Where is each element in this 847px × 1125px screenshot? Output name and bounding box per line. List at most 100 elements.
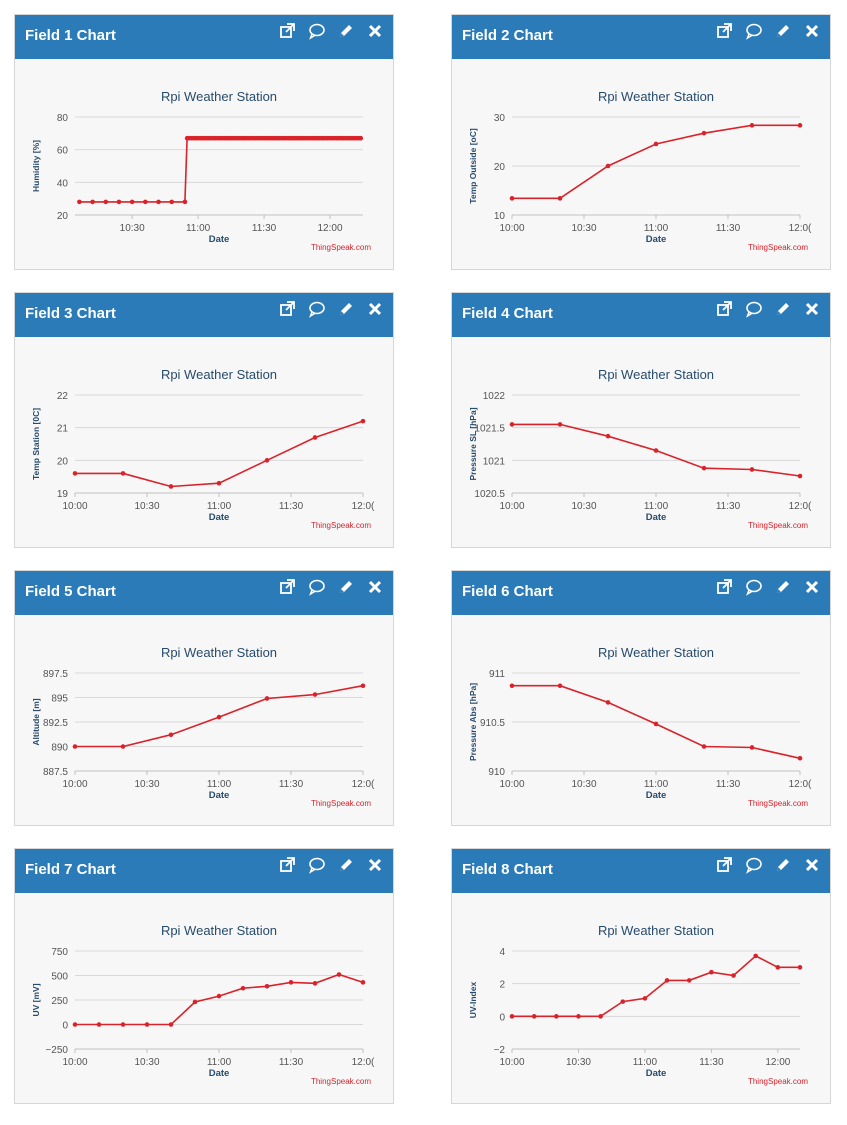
data-point[interactable] [554, 1014, 559, 1019]
data-point[interactable] [360, 418, 366, 424]
data-point[interactable] [129, 199, 135, 205]
edit-pencil-icon[interactable] [336, 299, 356, 319]
comment-icon[interactable] [744, 855, 764, 875]
close-icon[interactable] [365, 855, 385, 875]
data-point[interactable] [509, 196, 515, 201]
close-icon[interactable] [802, 299, 822, 319]
data-point[interactable] [216, 480, 222, 486]
data-point[interactable] [749, 123, 755, 128]
edit-pencil-icon[interactable] [773, 21, 793, 41]
external-link-icon[interactable] [715, 299, 735, 319]
data-point[interactable] [620, 999, 626, 1004]
external-link-icon[interactable] [278, 855, 298, 875]
external-link-icon[interactable] [715, 577, 735, 597]
data-point[interactable] [169, 199, 175, 205]
data-point[interactable] [77, 199, 82, 205]
data-point[interactable] [509, 683, 515, 689]
data-point[interactable] [360, 683, 366, 689]
external-link-icon[interactable] [715, 21, 735, 41]
data-point[interactable] [642, 996, 648, 1001]
data-point[interactable] [144, 1022, 150, 1027]
data-point[interactable] [143, 199, 148, 205]
data-point[interactable] [182, 199, 188, 205]
data-point[interactable] [686, 978, 692, 983]
edit-pencil-icon[interactable] [773, 299, 793, 319]
comment-icon[interactable] [307, 855, 327, 875]
data-point[interactable] [598, 1014, 603, 1019]
data-point[interactable] [775, 965, 781, 970]
close-icon[interactable] [365, 21, 385, 41]
data-point[interactable] [168, 1022, 174, 1027]
external-link-icon[interactable] [278, 21, 298, 41]
data-point[interactable] [797, 965, 803, 970]
data-point[interactable] [605, 433, 611, 439]
data-point[interactable] [312, 692, 318, 697]
close-icon[interactable] [365, 577, 385, 597]
data-point[interactable] [358, 135, 364, 141]
data-point[interactable] [156, 199, 161, 205]
data-point[interactable] [96, 1022, 102, 1027]
data-point[interactable] [605, 700, 611, 705]
data-point[interactable] [753, 953, 758, 959]
data-point[interactable] [653, 448, 659, 453]
data-point[interactable] [653, 141, 659, 147]
data-point[interactable] [576, 1014, 581, 1019]
data-point[interactable] [336, 972, 342, 977]
data-point[interactable] [72, 471, 78, 476]
data-point[interactable] [168, 484, 174, 489]
comment-icon[interactable] [307, 577, 327, 597]
data-point[interactable] [749, 467, 755, 472]
data-point[interactable] [701, 465, 707, 471]
data-point[interactable] [701, 130, 707, 136]
comment-icon[interactable] [744, 299, 764, 319]
data-point[interactable] [664, 978, 670, 983]
data-point[interactable] [749, 745, 755, 750]
data-point[interactable] [288, 980, 294, 985]
data-point[interactable] [116, 199, 122, 205]
data-point[interactable] [264, 983, 270, 989]
data-point[interactable] [90, 199, 95, 205]
data-point[interactable] [509, 422, 515, 427]
external-link-icon[interactable] [278, 577, 298, 597]
edit-pencil-icon[interactable] [773, 577, 793, 597]
comment-icon[interactable] [744, 21, 764, 41]
data-point[interactable] [531, 1014, 537, 1019]
close-icon[interactable] [365, 299, 385, 319]
data-point[interactable] [797, 473, 803, 479]
edit-pencil-icon[interactable] [336, 21, 356, 41]
edit-pencil-icon[interactable] [773, 855, 793, 875]
data-point[interactable] [557, 422, 563, 427]
close-icon[interactable] [802, 577, 822, 597]
external-link-icon[interactable] [715, 855, 735, 875]
comment-icon[interactable] [307, 21, 327, 41]
data-point[interactable] [240, 985, 246, 991]
comment-icon[interactable] [307, 299, 327, 319]
data-point[interactable] [557, 683, 563, 689]
data-point[interactable] [797, 755, 803, 761]
edit-pencil-icon[interactable] [336, 577, 356, 597]
close-icon[interactable] [802, 21, 822, 41]
data-point[interactable] [216, 993, 222, 999]
data-point[interactable] [312, 981, 318, 986]
data-point[interactable] [192, 999, 198, 1005]
data-point[interactable] [509, 1014, 515, 1019]
data-point[interactable] [701, 744, 707, 749]
data-point[interactable] [605, 163, 611, 169]
data-point[interactable] [797, 123, 803, 128]
data-point[interactable] [168, 732, 174, 738]
data-point[interactable] [216, 714, 222, 720]
data-point[interactable] [653, 721, 659, 727]
data-point[interactable] [731, 973, 736, 978]
data-point[interactable] [120, 1022, 126, 1027]
data-point[interactable] [72, 1022, 78, 1027]
external-link-icon[interactable] [278, 299, 298, 319]
close-icon[interactable] [802, 855, 822, 875]
edit-pencil-icon[interactable] [336, 855, 356, 875]
data-point[interactable] [72, 744, 78, 749]
comment-icon[interactable] [744, 577, 764, 597]
data-point[interactable] [557, 196, 563, 201]
data-point[interactable] [120, 471, 126, 476]
data-point[interactable] [709, 969, 714, 975]
data-point[interactable] [103, 199, 109, 205]
data-point[interactable] [264, 458, 270, 463]
